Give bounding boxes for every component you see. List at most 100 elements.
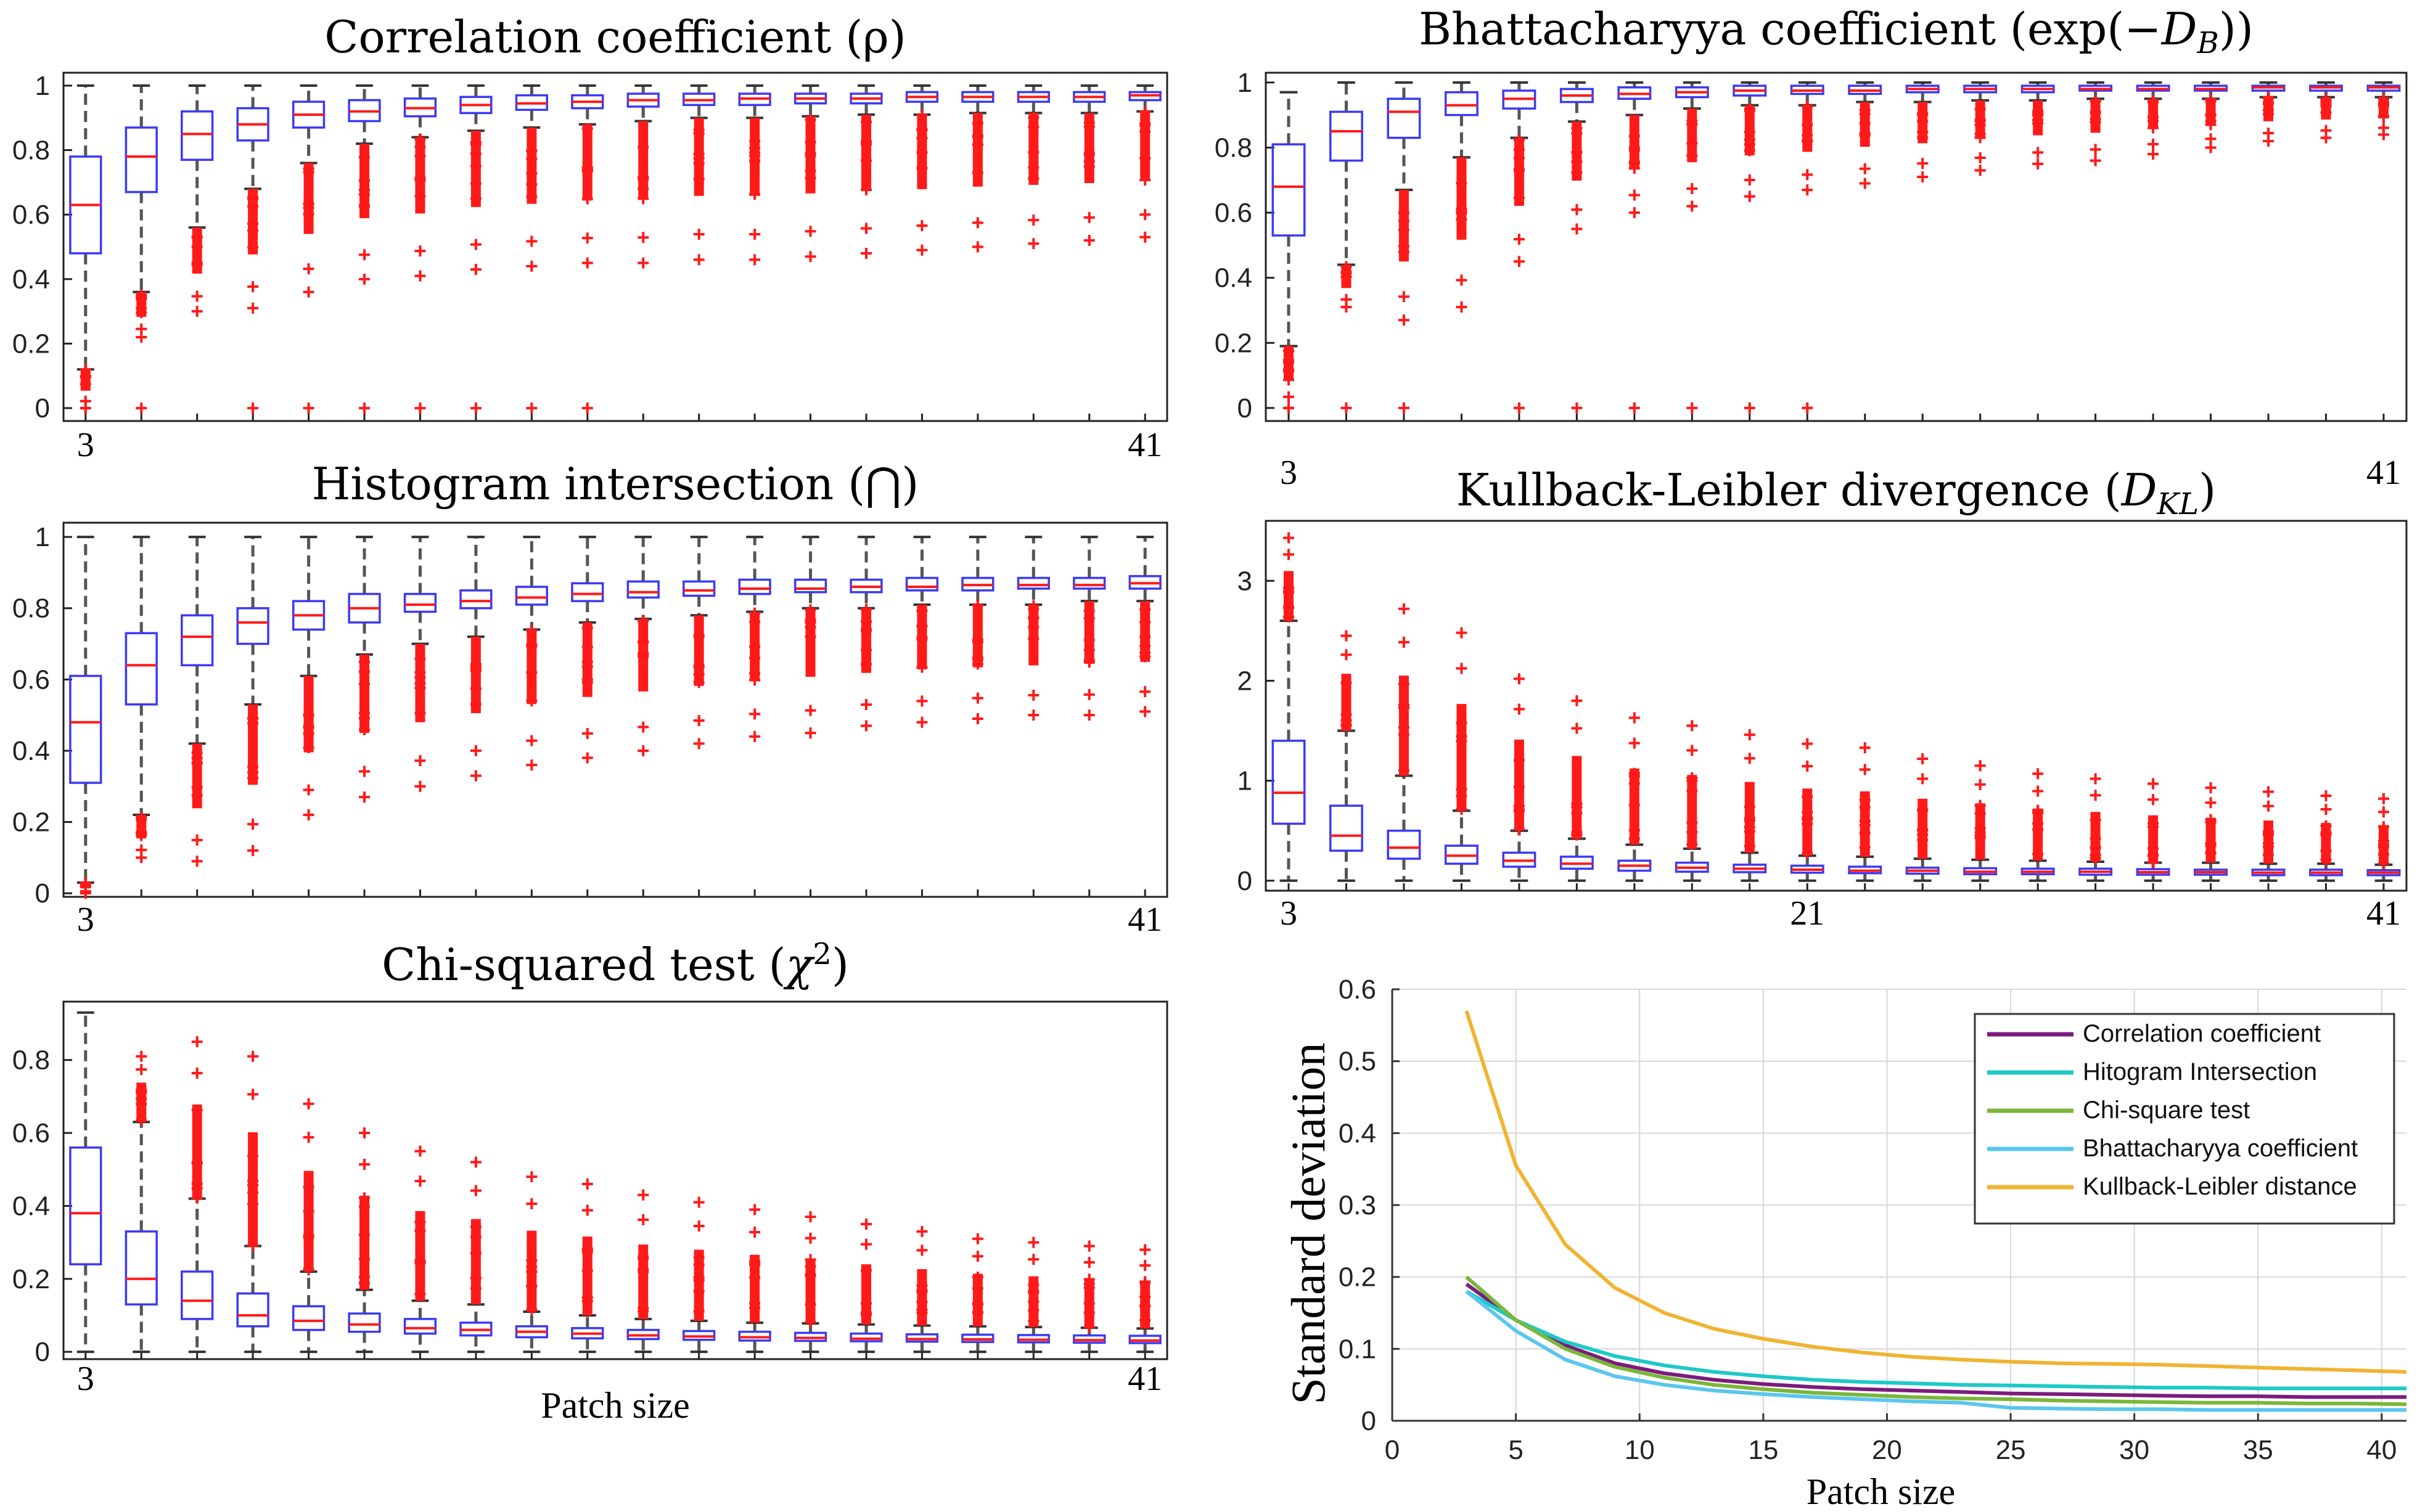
- outlier-band-high-point: [749, 1297, 761, 1309]
- x-tick-label: 25: [1996, 1435, 2026, 1465]
- outlier-band-low-point: [1571, 167, 1583, 179]
- outlier-band-low-point: [749, 150, 761, 162]
- outlier-band-high-point: [972, 1307, 983, 1318]
- outlier-high: [2263, 800, 2274, 812]
- outlier-low: [1686, 182, 1698, 194]
- y-tick-label: 0.6: [12, 664, 50, 695]
- box-39: [1073, 1240, 1106, 1354]
- outlier-band-low-point: [1398, 224, 1409, 235]
- outlier-low: [414, 755, 426, 767]
- outlier-low: [191, 290, 203, 302]
- outlier-high: [749, 1227, 761, 1238]
- outlier-band-low-point: [191, 757, 203, 769]
- series-line-3: [1465, 1289, 2406, 1412]
- chart-bhat: Bhattacharyya coefficient (exp(−DB)) 0 0.2…: [1215, 3, 2408, 492]
- box-27: [1963, 760, 1998, 882]
- outlier-band-high-point: [2205, 847, 2217, 859]
- x-axis-label: Patch size: [541, 1385, 690, 1426]
- outlier-high: [1859, 742, 1871, 754]
- outlier-band-low-point: [191, 790, 203, 801]
- outlier-low: [414, 780, 426, 792]
- outlier-band-low-point: [2205, 115, 2217, 127]
- box-17: [459, 1156, 493, 1354]
- series-line-2: [1465, 1275, 2407, 1407]
- outlier-low: [1859, 163, 1871, 174]
- outlier-low: [1139, 706, 1151, 717]
- outlier-high: [1456, 663, 1467, 674]
- x-tick-label: 3: [77, 901, 94, 939]
- box-23: [626, 1189, 660, 1354]
- box-33: [2136, 81, 2170, 160]
- outlier-band-high-point: [1859, 841, 1871, 853]
- outlier-high: [2032, 785, 2044, 797]
- outlier-low: [972, 692, 983, 704]
- outlier-low: [638, 745, 649, 756]
- iqr-box: [236, 1292, 269, 1328]
- outlier-band-low-point: [359, 200, 371, 212]
- box-37: [1017, 1236, 1050, 1354]
- outlier-band-high-point: [1340, 709, 1352, 721]
- outlier-band-low-point: [860, 184, 872, 195]
- outlier-band-low-point: [1628, 130, 1640, 142]
- outlier-band-high-point: [2147, 843, 2159, 854]
- outlier-band-low-point: [2320, 100, 2332, 112]
- box-11: [292, 1098, 326, 1354]
- outlier-low: [1083, 235, 1095, 247]
- outlier-high: [1028, 1236, 1040, 1248]
- iqr-box: [683, 580, 716, 597]
- outlier-band-low-point: [860, 603, 872, 615]
- outlier-band-high-point: [303, 1181, 314, 1193]
- outlier-high: [2378, 793, 2389, 804]
- plot-frame: [1265, 520, 2408, 892]
- box-15: [403, 1145, 437, 1354]
- outlier-band-high-point: [860, 1265, 872, 1277]
- outlier-low: [638, 257, 649, 269]
- outlier-band-high-point: [1686, 817, 1698, 828]
- y-tick-label: 1: [35, 522, 50, 552]
- outlier-band-low-point: [1571, 123, 1583, 134]
- outlier-band-high-point: [1083, 1307, 1095, 1318]
- outlier-high: [414, 1145, 426, 1157]
- outlier-high: [1628, 712, 1640, 724]
- outlier-band-low-point: [1028, 612, 1040, 624]
- outlier-band-low-point: [1139, 616, 1151, 628]
- outlier-band-high-point: [526, 1304, 538, 1315]
- iqr-box: [69, 1146, 102, 1265]
- outlier-band-low-point: [972, 167, 983, 179]
- outlier-band-low-point: [916, 634, 928, 645]
- outlier-band-low-point: [860, 116, 872, 128]
- y-tick-label: 0.4: [1215, 263, 1252, 293]
- outlier-low: [359, 766, 371, 777]
- outlier-band-high-point: [303, 1263, 314, 1275]
- box-17: [1675, 720, 1709, 882]
- box-37: [1017, 536, 1050, 721]
- outlier-band-high-point: [1028, 1315, 1040, 1327]
- box-3: [69, 1011, 102, 1354]
- outlier-band-low-point: [1628, 156, 1640, 168]
- outlier-band-low-point: [581, 622, 593, 634]
- outlier-band-low-point: [2147, 95, 2159, 107]
- outlier-high: [191, 1036, 203, 1048]
- box-7: [1387, 603, 1421, 882]
- x-tick-label: 3: [77, 1360, 94, 1398]
- outlier-high: [1571, 722, 1583, 734]
- outlier-band-low-point: [1859, 128, 1871, 140]
- box-25: [1905, 81, 1940, 182]
- outlier-band-low-point: [638, 649, 649, 661]
- y-tick-label: 0.2: [12, 329, 50, 359]
- y-tick-label: 0: [1237, 393, 1252, 423]
- outlier-high: [638, 1189, 649, 1201]
- outlier-band-low-point: [1028, 121, 1040, 133]
- outlier-band-high-point: [972, 1283, 983, 1294]
- outlier-band-high-point: [1139, 1277, 1151, 1289]
- outlier-band-high-point: [1139, 1315, 1151, 1326]
- outlier-band-low-point: [1513, 192, 1525, 203]
- y-tick-label: 0.8: [12, 1045, 50, 1076]
- iqr-box: [738, 578, 771, 595]
- outlier-high: [2320, 790, 2332, 801]
- outlier-band-high: [303, 1171, 314, 1272]
- outlier-low: [2147, 138, 2159, 150]
- outlier-band-high-point: [359, 1253, 371, 1265]
- outlier-high: [1686, 720, 1698, 732]
